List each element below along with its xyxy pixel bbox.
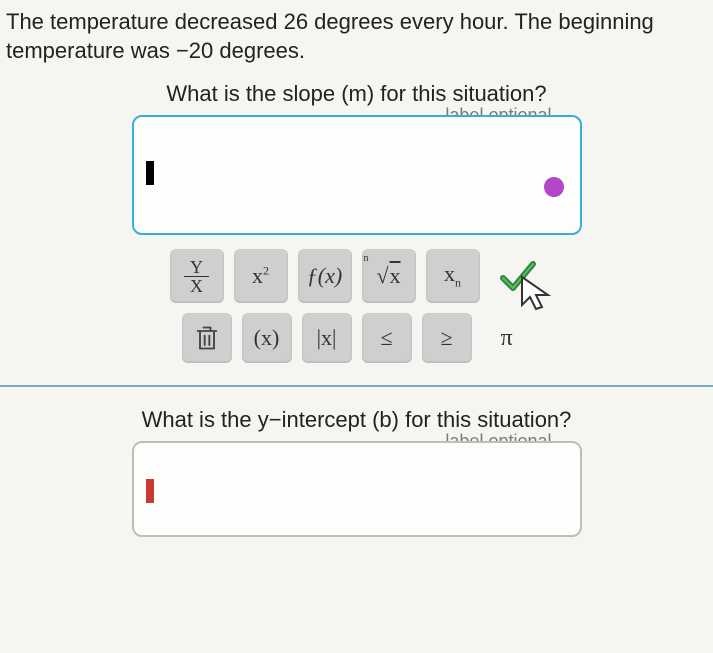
gte-icon: ≥ [440,325,452,351]
subscript-button[interactable]: xn [426,249,480,303]
pi-button[interactable]: π [482,313,532,363]
function-icon: ƒ(x) [307,263,342,289]
gte-button[interactable]: ≥ [422,313,472,363]
root-index: n [364,253,369,264]
section-divider [0,385,713,387]
intercept-input-wrap: label optional [132,441,582,537]
math-toolbar: Y X x2 ƒ(x) n √x xn [122,249,592,363]
slope-input-wrap: label optional [132,115,582,235]
nth-root-button[interactable]: n √x [362,249,416,303]
problem-text: The temperature decreased 26 degrees eve… [0,0,713,71]
trash-icon [193,324,221,352]
question-2: What is the y−intercept (b) for this sit… [0,407,713,433]
lte-button[interactable]: ≤ [362,313,412,363]
absolute-icon: |x| [317,325,337,351]
toolbar-row-1: Y X x2 ƒ(x) n √x xn [170,249,544,303]
function-button[interactable]: ƒ(x) [298,249,352,303]
problem-line1: The temperature decreased 26 degrees eve… [6,9,654,34]
exponent-icon: x2 [252,263,269,289]
pi-icon: π [500,325,512,352]
lte-icon: ≤ [380,325,392,351]
drag-handle[interactable] [544,177,564,197]
text-cursor-2 [146,479,154,503]
trash-button[interactable] [182,313,232,363]
question-1: What is the slope (m) for this situation… [0,81,713,107]
slope-input[interactable] [132,115,582,235]
absolute-button[interactable]: |x| [302,313,352,363]
fraction-icon: Y X [184,258,209,295]
toolbar-row-2: (x) |x| ≤ ≥ π [182,313,532,363]
parentheses-button[interactable]: (x) [242,313,292,363]
parentheses-icon: (x) [254,325,280,351]
problem-line2: temperature was −20 degrees. [6,38,305,63]
subscript-icon: xn [444,261,461,290]
text-cursor [146,161,154,185]
exponent-button[interactable]: x2 [234,249,288,303]
intercept-input[interactable] [132,441,582,537]
root-icon: √x [376,263,400,289]
submit-check-button[interactable] [490,249,544,303]
check-icon [497,256,537,296]
fraction-button[interactable]: Y X [170,249,224,303]
